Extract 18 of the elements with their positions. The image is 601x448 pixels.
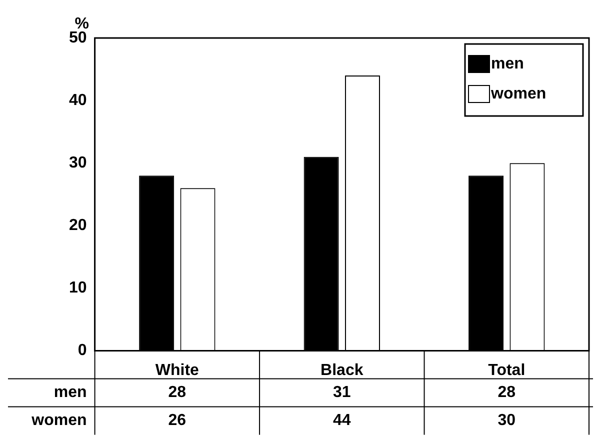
data-label: 44	[333, 412, 351, 430]
text: men	[54, 384, 87, 402]
legend-label: women	[490, 85, 546, 102]
y-tick-label: 30	[69, 154, 87, 172]
y-tick-label: 10	[69, 280, 87, 297]
y-tick-label: 20	[69, 217, 87, 234]
data-label: 28	[498, 384, 516, 402]
data-label: 28	[168, 384, 186, 402]
data-label: 30	[498, 412, 516, 430]
data-label: 31	[333, 384, 351, 402]
text: women	[32, 412, 87, 430]
legend-label: men	[491, 55, 524, 72]
x-tick-label: Total	[488, 362, 526, 379]
y-tick-label: 0	[78, 342, 87, 360]
x-tick-label: White	[155, 362, 200, 379]
x-tick-label: Black	[320, 362, 364, 379]
y-tick-label: 40	[69, 92, 87, 109]
data-label: 26	[168, 412, 186, 430]
